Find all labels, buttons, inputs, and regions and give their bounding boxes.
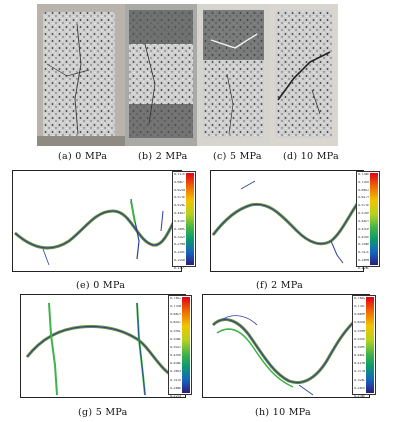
colorbar-tick-label: 0.157776 xyxy=(174,266,185,270)
colorbar-tick-label: 0.283585 xyxy=(354,386,365,390)
colorbar-f: 0.748513 0.705001 0.661489 0.617977 0.574465… xyxy=(356,171,380,269)
colorbar-tick-label: 0.705001 xyxy=(358,180,369,184)
colorbar-tick-label: 0.389295 xyxy=(174,227,185,231)
colorbar-tick-label: 0.594767 xyxy=(170,329,181,333)
colorbar-tick-label: 0.221847 xyxy=(170,394,181,398)
colorbar-tick-label: 0.687997 xyxy=(170,313,181,317)
colorbar-tick-label: 0.554503 xyxy=(354,337,365,341)
colorbar-tick-label: 0.501537 xyxy=(170,345,181,349)
colorbar-tick-label: 0.530953 xyxy=(358,212,369,216)
strain-panel-f xyxy=(210,170,364,272)
colorbar-tick-label: 0.296688 xyxy=(174,243,185,247)
colorbar-tick-label: 0.268462 xyxy=(170,386,181,390)
colorbar-tick-label: 0.781227 xyxy=(170,297,181,300)
colorbar-tick-label: 0.528207 xyxy=(174,204,185,208)
specimen-photo-b xyxy=(125,4,197,146)
caption-b: (b) 2 MPa xyxy=(138,151,188,162)
strain-panel-h xyxy=(202,294,370,398)
colorbar-tick-label: 0.361692 xyxy=(170,370,181,374)
caption-a: (a) 0 MPa xyxy=(58,151,108,162)
colorbar-tick-label: 0.464197 xyxy=(354,354,365,358)
colorbar-tick-label: 0.435599 xyxy=(174,219,185,223)
specimen-photo-d xyxy=(270,4,338,146)
colorbar-tick-label: 0.509350 xyxy=(354,345,365,349)
colorbar-tick-label: 0.689962 xyxy=(354,313,365,317)
colorbar-tick-label: 0.313393 xyxy=(358,251,369,255)
colorbar-tick-label: 0.748513 xyxy=(358,173,369,176)
colorbar-tick-label: 0.734612 xyxy=(170,305,181,309)
specimen-photo-a xyxy=(37,4,125,146)
colorbar-tick-label: 0.408307 xyxy=(170,362,181,366)
colorbar-tick-label: 0.250384 xyxy=(174,251,185,255)
colorbar-tick-label: 0.269881 xyxy=(358,258,369,262)
strain-panel-e xyxy=(12,170,182,272)
colorbar-tick-label: 0.373891 xyxy=(354,370,365,374)
colorbar-tick-label: 0.599656 xyxy=(354,329,365,333)
colorbar-tick-label: 0.238432 xyxy=(354,394,365,398)
colorbar-tick-label: 0.713422 xyxy=(174,173,185,176)
colorbar-tick-label: 0.644809 xyxy=(354,321,365,325)
colorbar-tick-label: 0.620815 xyxy=(174,188,185,192)
colorbar-tick-label: 0.574465 xyxy=(358,204,369,208)
caption-e: (e) 0 MPa xyxy=(76,280,126,291)
colorbar-tick-label: 0.667118 xyxy=(174,180,185,184)
colorbar-tick-label: 0.342991 xyxy=(174,235,185,239)
specimen-photo-c xyxy=(197,4,270,146)
caption-c: (c) 5 MPa xyxy=(213,151,262,162)
strain-panel-g xyxy=(20,294,186,398)
colorbar-tick-label: 0.328738 xyxy=(354,378,365,382)
colorbar-e: 0.713422 0.667118 0.620815 0.574511 0.528207… xyxy=(172,171,196,269)
colorbar-tick-label: 0.454922 xyxy=(170,354,181,358)
colorbar-tick-label: 0.226369 xyxy=(358,266,369,270)
colorbar-tick-label: 0.617977 xyxy=(358,196,369,200)
colorbar-tick-label: 0.443929 xyxy=(358,227,369,231)
caption-g: (g) 5 MPa xyxy=(78,407,128,418)
caption-h: (h) 10 MPa xyxy=(255,407,312,418)
colorbar-h: 0.780268 0.735115 0.689962 0.644809 0.599656… xyxy=(352,295,376,398)
colorbar-tick-label: 0.419044 xyxy=(354,362,365,366)
caption-f: (f) 2 MPa xyxy=(256,280,304,291)
colorbar-g: 0.781227 0.734612 0.687997 0.641382 0.594767… xyxy=(168,295,192,398)
colorbar-tick-label: 0.481903 xyxy=(174,212,185,216)
colorbar-tick-label: 0.487441 xyxy=(358,219,369,223)
colorbar-tick-label: 0.356905 xyxy=(358,243,369,247)
colorbar-tick-label: 0.735115 xyxy=(354,305,365,309)
colorbar-tick-label: 0.400417 xyxy=(358,235,369,239)
caption-d: (d) 10 MPa xyxy=(283,151,339,162)
colorbar-tick-label: 0.641382 xyxy=(170,321,181,325)
colorbar-tick-label: 0.204080 xyxy=(174,258,185,262)
colorbar-tick-label: 0.574511 xyxy=(174,196,185,200)
colorbar-tick-label: 0.661489 xyxy=(358,188,369,192)
colorbar-tick-label: 0.315077 xyxy=(170,378,181,382)
colorbar-tick-label: 0.780268 xyxy=(354,297,365,300)
colorbar-tick-label: 0.548152 xyxy=(170,337,181,341)
